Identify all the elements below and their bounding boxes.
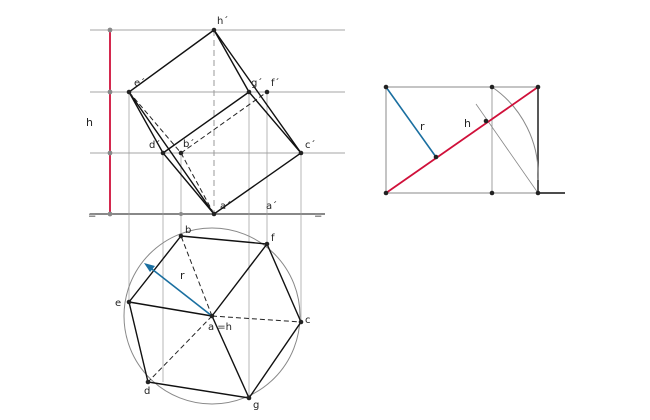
aux-point-bottom-left: [383, 190, 389, 196]
point-f-prime: [264, 89, 270, 95]
aux-point-foot: [433, 154, 439, 160]
label-height-aux: h: [464, 117, 471, 130]
plan-edge-a-e: [128, 301, 213, 317]
label-b: b: [185, 225, 191, 236]
aux-arc: [491, 86, 539, 181]
point-c-prime: [298, 150, 304, 156]
height-point-top: [107, 27, 113, 33]
point-e-prime: [126, 89, 132, 95]
radius-arrow: [147, 265, 213, 317]
height-measure: [107, 27, 113, 217]
aux-radius-line: [385, 86, 437, 158]
label-e-prime: e´: [134, 77, 145, 89]
label-d: d: [144, 386, 150, 397]
cube-elevation: [126, 27, 304, 217]
hidden-edge-e-b: [128, 91, 182, 154]
label-a-prime-left: a´: [220, 200, 231, 212]
hidden-edge-b-f: [180, 91, 268, 154]
label-height-left: h: [86, 116, 93, 129]
point-c: [298, 319, 304, 325]
label-d-prime: d´: [149, 139, 160, 151]
point-ground-b: [179, 212, 183, 216]
plan-hidden-a-d: [147, 315, 213, 383]
label-e: e: [115, 298, 121, 309]
point-g-prime: [246, 89, 252, 95]
auxiliary-construction: [383, 84, 565, 196]
aux-point-bottom-right: [535, 190, 541, 196]
label-ground-right: =: [314, 210, 322, 221]
label-b-prime: b´: [183, 138, 194, 150]
labels: h´ e´ g´ f´ d´ b´ c´ a´ a´ h = = b f e c…: [86, 15, 471, 411]
point-d: [145, 379, 151, 385]
label-c-prime: c´: [305, 139, 316, 151]
plan-edge-a-g: [211, 315, 250, 399]
plan-view: [123, 227, 304, 405]
point-g: [246, 395, 252, 401]
label-h-prime: h´: [217, 15, 228, 27]
aux-point-top-mid: [489, 84, 495, 90]
height-point-upper: [107, 89, 113, 95]
aux-point-top-right: [535, 84, 541, 90]
point-b-prime: [178, 150, 184, 156]
hexagon: [128, 235, 302, 399]
reference-lines: [90, 29, 345, 215]
height-point-bottom: [107, 211, 113, 217]
plan-hidden-a-c: [211, 315, 302, 323]
label-radius-plan: r: [180, 269, 185, 282]
point-e: [126, 299, 132, 305]
label-c: c: [305, 315, 311, 326]
aux-point-intersection: [483, 118, 489, 124]
point-h-prime: [211, 27, 217, 33]
height-point-middle: [107, 150, 113, 156]
label-ground-left: =: [88, 210, 96, 221]
label-f-prime: f´: [271, 77, 280, 89]
label-a-prime-right: a´: [266, 200, 277, 212]
aux-diagonal-thin: [475, 103, 539, 194]
point-b: [178, 233, 184, 239]
label-f: f: [271, 233, 275, 244]
radius-arrowhead: [144, 263, 155, 272]
point-f: [264, 241, 270, 247]
plan-edge-a-f: [211, 243, 268, 317]
projection-lines: [128, 30, 302, 398]
point-a-center: [209, 313, 215, 319]
plan-hidden-a-b: [180, 235, 213, 317]
aux-point-bottom-mid: [489, 190, 495, 196]
label-g: g: [253, 400, 259, 411]
aux-point-top-left: [383, 84, 389, 90]
label-radius-aux: r: [420, 120, 425, 133]
aux-height-line: [385, 86, 539, 194]
point-a-prime: [211, 211, 217, 217]
hidden-edge-b-a: [180, 152, 215, 215]
circumcircle: [123, 227, 301, 405]
label-a-eq-h: a =h: [208, 322, 232, 333]
edge-h-g: [213, 29, 250, 93]
label-g-prime: g´: [251, 77, 262, 89]
point-d-prime: [160, 150, 166, 156]
